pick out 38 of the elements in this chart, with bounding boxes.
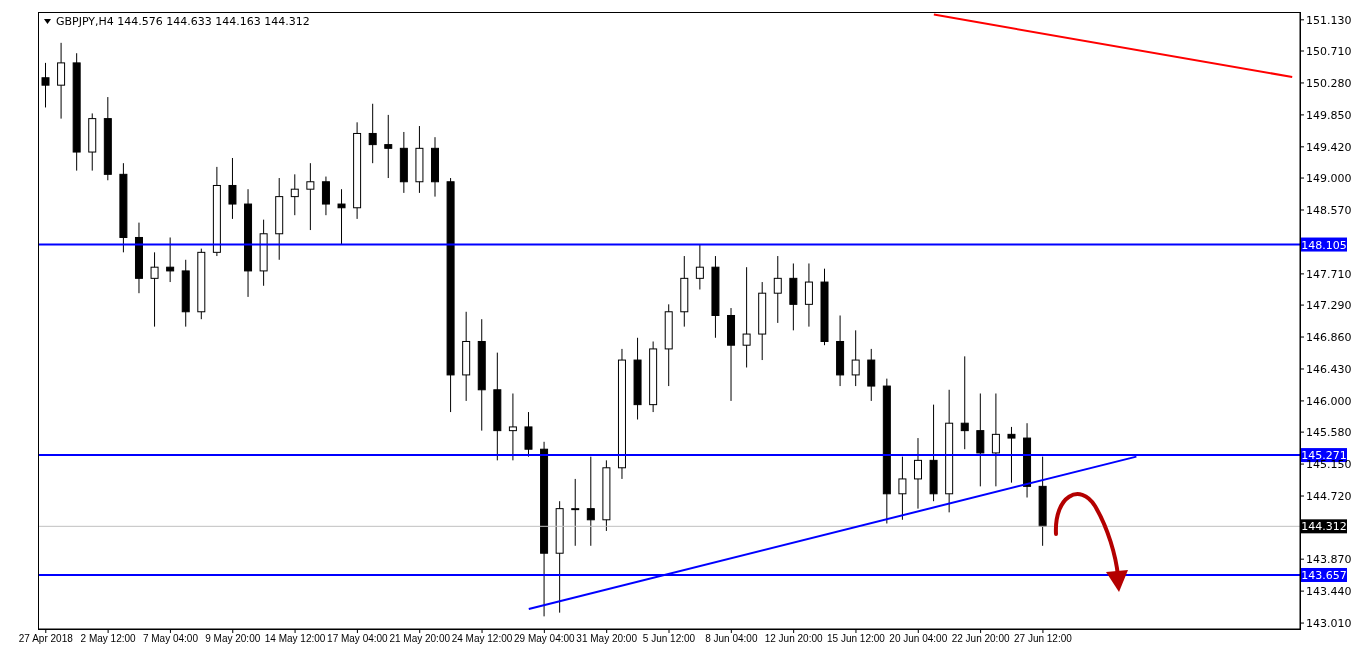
y-tick-label: 150.280 <box>1306 76 1352 90</box>
y-tick-label: 143.440 <box>1306 585 1352 599</box>
x-tick-label: 5 Jun 12:00 <box>642 633 696 645</box>
y-tick-label: 149.420 <box>1306 140 1352 154</box>
x-tick-label: 31 May 20:00 <box>576 633 638 645</box>
y-tick-label: 149.000 <box>1306 171 1352 185</box>
y-tick-label: 143.010 <box>1306 616 1352 630</box>
x-tick-label: 27 Apr 2018 <box>18 633 74 645</box>
x-tick-label: 29 May 04:00 <box>514 633 576 645</box>
x-tick-label: 20 Jun 04:00 <box>889 633 948 645</box>
x-tick-label: 24 May 12:00 <box>451 633 513 645</box>
x-tick-label: 17 May 04:00 <box>327 633 389 645</box>
chart-title: GBPJPY,H4 144.576 144.633 144.163 144.312 <box>56 15 310 28</box>
y-tick-label: 150.710 <box>1306 44 1352 58</box>
ref-line-label: 148.105 <box>1301 238 1347 252</box>
y-tick-label: 143.870 <box>1306 553 1352 567</box>
x-tick-label: 12 Jun 20:00 <box>764 633 823 645</box>
x-tick-label: 15 Jun 12:00 <box>827 633 886 645</box>
y-tick-label: 145.580 <box>1306 426 1352 440</box>
x-tick-label: 7 May 04:00 <box>142 633 199 645</box>
x-tick-label: 14 May 12:00 <box>264 633 326 645</box>
ref-line-label: 144.312 <box>1301 520 1347 534</box>
y-tick-label: 147.290 <box>1306 298 1352 312</box>
y-tick-label: 148.570 <box>1306 203 1352 217</box>
y-tick-label: 144.720 <box>1306 489 1352 503</box>
y-tick-label: 149.850 <box>1306 108 1352 122</box>
x-tick-label: 9 May 20:00 <box>205 633 261 645</box>
y-tick-label: 146.860 <box>1306 330 1352 344</box>
x-tick-label: 27 Jun 12:00 <box>1014 633 1073 645</box>
y-tick-label: 146.000 <box>1306 394 1352 408</box>
y-tick-label: 151.130 <box>1306 13 1352 27</box>
x-tick-label: 21 May 20:00 <box>389 633 451 645</box>
x-tick-label: 8 Jun 04:00 <box>705 633 758 645</box>
x-tick-label: 22 Jun 20:00 <box>951 633 1010 645</box>
y-tick-label: 147.710 <box>1306 267 1352 281</box>
x-tick-label: 2 May 12:00 <box>80 633 137 645</box>
ref-line-label: 143.657 <box>1301 568 1347 582</box>
y-tick-label: 146.430 <box>1306 362 1352 376</box>
